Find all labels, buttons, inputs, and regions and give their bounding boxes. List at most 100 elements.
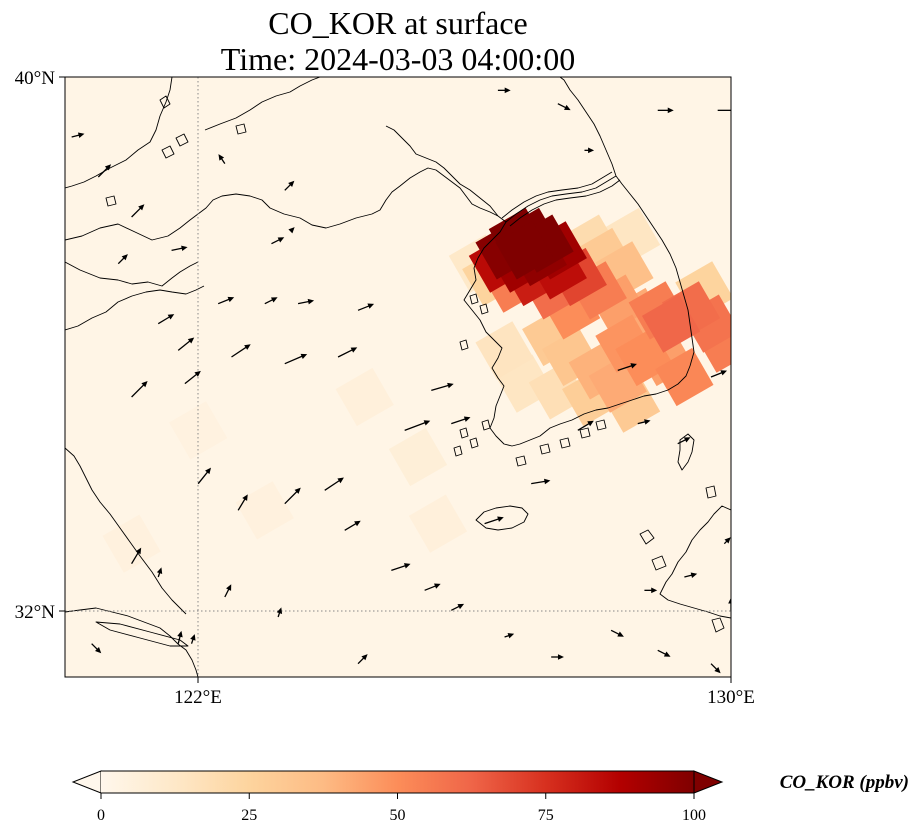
coastline-liaodong-south	[65, 261, 199, 287]
wind-arrow	[171, 245, 188, 252]
wind-arrow	[357, 654, 368, 665]
map-frame	[64, 76, 732, 678]
co-concentration-field	[65, 77, 731, 677]
wind-arrow	[344, 520, 361, 531]
wind-arrow	[710, 370, 728, 378]
border-line-c	[501, 171, 613, 219]
colorbar-tick-label: 25	[241, 807, 257, 824]
wind-arrow	[450, 603, 465, 611]
wind-arrow	[404, 420, 431, 431]
wind-arrow	[276, 607, 283, 618]
wind-arrow	[723, 537, 731, 545]
border-line-a	[505, 175, 617, 223]
jeju-island	[475, 505, 529, 531]
wind-arrow	[617, 363, 637, 371]
wind-arrow	[284, 487, 301, 505]
colorbar-gradient	[101, 771, 694, 793]
border-line-b	[509, 179, 621, 227]
wind-arrow	[271, 237, 285, 245]
colorbar: 0 25 50 75 100 CO_KOR (ppbv)	[71, 770, 909, 824]
wind-arrow	[231, 344, 251, 358]
axis-ticks	[59, 76, 732, 683]
title-line1: CO_KOR at surface	[268, 5, 527, 41]
wind-arrow	[424, 583, 441, 591]
gridlines	[65, 77, 731, 677]
colorbar-extend-high	[693, 770, 724, 794]
korea-islands	[453, 293, 607, 467]
coastline-korea-east	[615, 175, 695, 367]
coastline-yangtze-island	[95, 621, 189, 647]
coastline-kyushu-islands	[639, 485, 725, 633]
wind-arrow	[217, 296, 235, 305]
map-panel	[64, 76, 732, 678]
wind-arrow	[504, 633, 515, 639]
bohai-islands	[105, 95, 247, 207]
coastlines	[65, 77, 731, 677]
wind-arrow	[337, 347, 358, 358]
colorbar-extend-low	[71, 770, 102, 794]
wind-arrow	[177, 337, 195, 351]
wind-arrow	[657, 107, 674, 114]
lat-label-40: 40°N	[15, 68, 56, 89]
wind-arrow	[610, 629, 624, 637]
wind-arrow	[584, 147, 595, 154]
wind-arrow	[637, 419, 651, 425]
wind-arrow	[284, 180, 295, 191]
wind-arrow	[557, 103, 571, 111]
wind-arrow	[391, 563, 411, 571]
colorbar-tick-label: 100	[682, 807, 706, 824]
wind-arrow	[728, 597, 731, 611]
coastline-korea-west	[463, 215, 531, 447]
colorbar-tick-label: 50	[390, 807, 406, 824]
field-cell	[335, 367, 394, 427]
coastline-liaodong	[65, 167, 499, 241]
wind-vectors	[71, 87, 731, 674]
coastline-shandong	[65, 285, 205, 331]
title-line2: Time: 2024-03-03 04:00:00	[221, 41, 575, 77]
colorbar-ticks: 0 25 50 75 100	[97, 793, 706, 824]
coastline-tsushima	[677, 433, 695, 471]
field-cell	[495, 221, 554, 280]
field-cell	[641, 294, 701, 353]
wind-arrow	[451, 416, 471, 425]
field-cell	[235, 481, 294, 540]
coastline-bohai	[65, 77, 173, 189]
coastline-kyushu	[659, 505, 731, 619]
wind-arrow	[190, 634, 196, 644]
wind-arrow	[224, 584, 232, 598]
coastline-north-korea	[385, 125, 499, 217]
colorbar-label: CO_KOR (ppbv)	[780, 772, 909, 793]
wind-arrow	[497, 87, 511, 94]
coastline-jiangsu	[65, 447, 187, 615]
wind-arrow	[484, 516, 504, 525]
coastline-north-korea-east	[559, 77, 617, 177]
wind-arrow	[677, 437, 691, 445]
wind-arrow	[264, 297, 278, 305]
wind-arrow	[177, 630, 183, 644]
wind-arrow	[288, 227, 295, 234]
wind-arrow	[324, 477, 344, 491]
wind-arrow	[684, 572, 698, 578]
wind-arrow	[131, 547, 142, 565]
colorbar-tick-label: 75	[538, 807, 554, 824]
colorbar-tick-label: 0	[97, 807, 105, 824]
lon-label-130: 130°E	[707, 687, 755, 708]
wind-arrow	[284, 353, 308, 365]
wind-arrow	[71, 132, 85, 138]
wind-arrow	[157, 314, 175, 325]
coastline-korea-south	[529, 365, 691, 441]
wind-arrow	[357, 303, 375, 311]
wind-arrow	[131, 381, 148, 398]
coastline-yangtze	[65, 607, 199, 677]
lon-label-122: 122°E	[174, 687, 222, 708]
wind-arrow	[644, 587, 658, 594]
wind-arrow	[531, 478, 551, 485]
wind-arrow	[218, 154, 226, 165]
wind-arrow	[710, 663, 721, 674]
wind-arrow	[197, 467, 211, 485]
wind-arrow	[297, 298, 315, 305]
wind-arrow	[551, 654, 564, 660]
field-cell	[388, 427, 448, 487]
wind-arrow	[657, 649, 671, 657]
